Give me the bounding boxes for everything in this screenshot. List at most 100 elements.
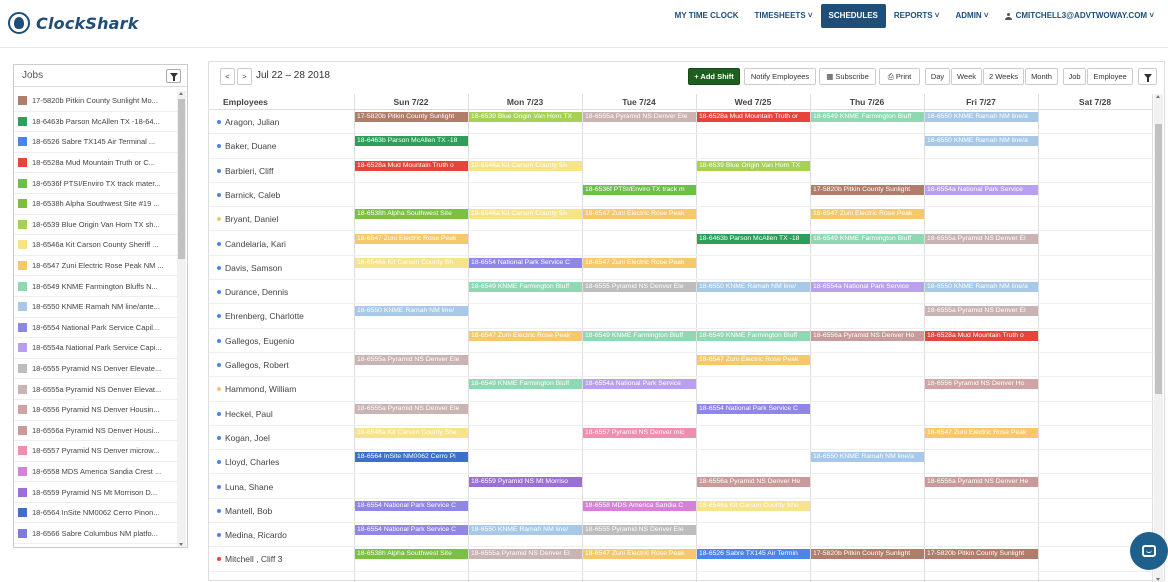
shift-block[interactable]: 18-6546a Kit Carson County Sh	[469, 209, 582, 220]
shift-block[interactable]: 18-6549 KNME Farmington Bluff	[469, 379, 582, 390]
group-by-job-button[interactable]: Job	[1063, 68, 1086, 85]
job-list-item[interactable]: 18-6528a Mud Mountain Truth or C...	[14, 153, 178, 174]
job-list-item[interactable]: 18-6559 Pyramid NS Mt Morrison D...	[14, 482, 178, 503]
shift-block[interactable]: 18-6559 Pyramid NS Mt Morriso	[469, 476, 582, 487]
employee-name[interactable]: Gallegos, Robert	[217, 360, 289, 370]
day-column-header[interactable]: Tue 7/24	[582, 94, 696, 110]
job-list-item[interactable]: 18-6463b Parson McAllen TX -18-64...	[14, 112, 178, 133]
shift-block[interactable]: 18-6539 Blue Origin Van Horn TX	[697, 160, 810, 171]
shift-block[interactable]: 18-6550 KNME Ramah NM line/	[469, 525, 582, 536]
shift-block[interactable]: 18-6550 KNME Ramah NM line/a	[925, 136, 1038, 147]
job-list-item[interactable]: 18-6555a Pyramid NS Denver Elevat...	[14, 379, 178, 400]
shift-block[interactable]: 18-6555a Pyramid NS Denver Ele	[583, 112, 696, 122]
job-list-item[interactable]: 18-6538h Alpha Southwest Site #19 ...	[14, 194, 178, 215]
shift-block[interactable]: 18-6528a Mud Mountain Truth or	[697, 112, 810, 122]
job-list-item[interactable]: 18-6550 KNME Ramah NM line/ante...	[14, 297, 178, 318]
job-list-item[interactable]: 18-6546a Kit Carson County Sheriff ...	[14, 235, 178, 256]
shift-block[interactable]: 18-6550 KNME Ramah NM line/a	[925, 112, 1038, 122]
shift-block[interactable]: 18-6547 Zuni Electric Rose Peak	[811, 209, 924, 220]
nav-timesheets[interactable]: TIMESHEETS ˅	[754, 11, 813, 20]
shift-block[interactable]: 18-6556a Pyramid NS Denver Ho	[811, 330, 924, 341]
shift-block[interactable]: 18-6463b Parson McAllen TX -18	[355, 136, 468, 147]
job-list-item[interactable]: 18-6556a Pyramid NS Denver Housi...	[14, 421, 178, 442]
day-column-header[interactable]: Sun 7/22	[354, 94, 468, 110]
add-shift-button[interactable]: + Add Shift	[688, 68, 740, 85]
job-list-item[interactable]: 18-6554 National Park Service Capil...	[14, 318, 178, 339]
employee-name[interactable]: Gallegos, Eugenio	[217, 336, 294, 346]
employee-name[interactable]: Barnick, Caleb	[217, 190, 280, 200]
view-week-button[interactable]: Week	[951, 68, 982, 85]
shift-block[interactable]: 18-6526 Sabre TX145 Air Termin	[697, 549, 810, 560]
employee-name[interactable]: Davis, Samson	[217, 263, 282, 273]
shift-block[interactable]: 18-6555a Pyramid NS Denver Ele	[355, 403, 468, 414]
shift-block[interactable]: 18-6558 MDS America Sandia C	[583, 500, 696, 511]
shift-block[interactable]: 18-6554 National Park Service C	[355, 500, 468, 511]
jobs-filter-button[interactable]	[166, 68, 181, 83]
employee-name[interactable]: Baker, Duane	[217, 141, 277, 151]
shift-block[interactable]: 18-6555 Pyramid NS Denver Ele	[583, 525, 696, 536]
shift-block[interactable]: 18-6557 Pyramid NS Denver mic	[583, 427, 696, 438]
shift-block[interactable]: 18-6546a Kit Carson County She	[355, 427, 468, 438]
shift-block[interactable]: 18-6549 KNME Farmington Bluff	[697, 330, 810, 341]
job-list-item[interactable]: 18-6536f PTSI/Enviro TX track mater...	[14, 173, 178, 194]
employee-name[interactable]: Durance, Dennis	[217, 287, 288, 297]
shift-block[interactable]: 18-6538h Alpha Southwest Site	[355, 549, 468, 560]
shift-block[interactable]: 18-6556a Pyramid NS Denver He	[925, 476, 1038, 487]
job-list-item[interactable]: 18-6564 InSite NM0062 Cerro Pinon...	[14, 503, 178, 524]
shift-block[interactable]: 17-5820b Pitkin County Sunlight	[811, 549, 924, 560]
nav-admin[interactable]: ADMIN ˅	[955, 11, 989, 20]
shift-block[interactable]: 18-6547 Zuni Electric Rose Peak	[583, 549, 696, 560]
shift-block[interactable]: 18-6547 Zuni Electric Rose Peak	[469, 330, 582, 341]
employee-name[interactable]: Ehrenberg, Charlotte	[217, 311, 304, 321]
scroll-up-icon[interactable]	[179, 92, 183, 95]
jobs-scrollbar[interactable]	[177, 91, 186, 547]
shift-block[interactable]: 18-6547 Zuni Electric Rose Peak	[355, 233, 468, 244]
shift-block[interactable]: 18-6555a Pyramid NS Denver El	[925, 233, 1038, 244]
employee-name[interactable]: Hammond, William	[217, 384, 296, 394]
shift-block[interactable]: 18-6550 KNME Ramah NM line/	[355, 306, 468, 317]
shift-block[interactable]: 18-6554a National Park Service	[583, 379, 696, 390]
shift-block[interactable]: 18-6547 Zuni Electric Rose Peak	[697, 355, 810, 365]
shift-block[interactable]: 18-6554a National Park Service	[811, 282, 924, 293]
shift-block[interactable]: 17-5820b Pitkin County Sunlight	[355, 112, 468, 122]
shift-block[interactable]: 18-6555a Pyramid NS Denver El	[925, 306, 1038, 317]
view-day-button[interactable]: Day	[925, 68, 950, 85]
scroll-down-icon[interactable]	[1156, 578, 1160, 581]
clockshark-logo[interactable]: ClockShark	[8, 12, 139, 34]
employee-name[interactable]: Kogan, Joel	[217, 433, 270, 443]
employee-name[interactable]: Lloyd, Charles	[217, 457, 279, 467]
shift-block[interactable]: 18-6554a National Park Service	[925, 184, 1038, 195]
employee-name[interactable]: Medina, Ricardo	[217, 530, 287, 540]
shift-block[interactable]: 18-6549 KNME Farmington Bluff	[811, 233, 924, 244]
job-list-item[interactable]: 17-5820b Pitkin County Sunlight Mo...	[14, 91, 178, 112]
notify-employees-button[interactable]: Notify Employees	[744, 68, 816, 85]
shift-block[interactable]: 18-6547 Zuni Electric Rose Peak	[925, 427, 1038, 438]
day-column-header[interactable]: Wed 7/25	[696, 94, 810, 110]
job-list-item[interactable]: 18-6547 Zuni Electric Rose Peak NM ...	[14, 256, 178, 277]
user-menu[interactable]: CMITCHELL3@ADVTWOWAY.COM ˅	[997, 4, 1162, 28]
employee-name[interactable]: Barbieri, Cliff	[217, 166, 274, 176]
shift-block[interactable]: 18-6550 KNME Ramah NM line/a	[811, 452, 924, 463]
shift-block[interactable]: 18-6528a Mud Mountain Truth o	[355, 160, 468, 171]
shift-block[interactable]: 18-6547 Zuni Electric Rose Peak	[583, 257, 696, 268]
shift-block[interactable]: 18-6546a Kit Carson County Sh	[469, 160, 582, 171]
day-column-header[interactable]: Mon 7/23	[468, 94, 582, 110]
job-list-item[interactable]: 18-6554a National Park Service Capi...	[14, 338, 178, 359]
shift-block[interactable]: 18-6528a Mud Mountain Truth o	[925, 330, 1038, 341]
employee-name[interactable]: Candelaria, Kari	[217, 239, 286, 249]
day-column-header[interactable]: Thu 7/26	[810, 94, 924, 110]
employee-name[interactable]: Heckel, Paul	[217, 409, 273, 419]
job-list-item[interactable]: 18-6566 Sabre Columbus NM platfo...	[14, 523, 178, 545]
job-list-item[interactable]: 18-6558 MDS America Sandia Crest ...	[14, 462, 178, 483]
jobs-scroll-thumb[interactable]	[178, 99, 185, 259]
shift-block[interactable]: 18-6555a Pyramid NS Denver Ele	[355, 355, 468, 365]
employee-name[interactable]: Luna, Shane	[217, 482, 273, 492]
shift-block[interactable]: 18-6555 Pyramid NS Denver Ele	[583, 282, 696, 293]
job-list-item[interactable]: 18-6549 KNME Farmington Bluffs N...	[14, 276, 178, 297]
shift-block[interactable]: 18-6538h Alpha Southwest Site	[355, 209, 468, 220]
prev-week-button[interactable]: <	[220, 68, 235, 85]
shift-block[interactable]: 18-6550 KNME Ramah NM line/	[697, 282, 810, 293]
next-week-button[interactable]: >	[237, 68, 252, 85]
employee-name[interactable]: Bryant, Daniel	[217, 214, 278, 224]
scroll-down-icon[interactable]	[179, 543, 183, 546]
